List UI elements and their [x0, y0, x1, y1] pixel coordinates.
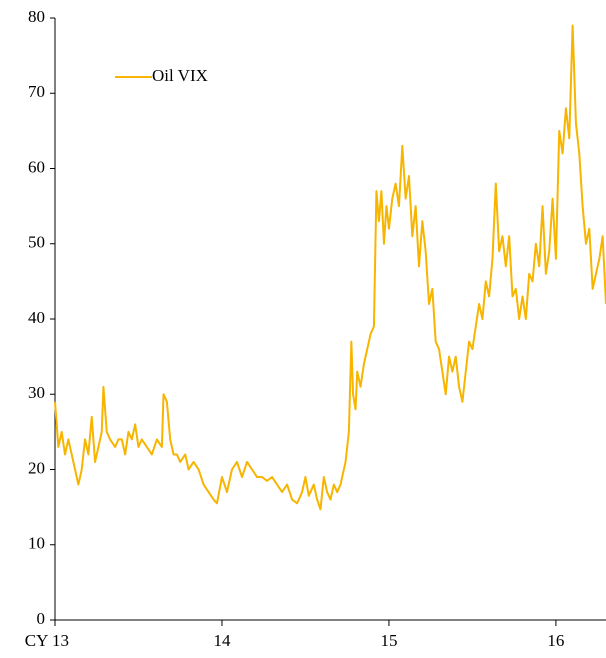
data-line: [54, 24, 606, 511]
x-tick-label: 14: [213, 631, 231, 650]
y-tick-label: 20: [28, 458, 45, 477]
y-tick-label: 50: [28, 233, 45, 252]
y-tick-label: 70: [28, 82, 45, 101]
y-tick-label: 40: [28, 308, 45, 327]
x-tick-label: 15: [380, 631, 397, 650]
x-tick-label: CY 13: [25, 631, 69, 650]
y-tick-label: 30: [28, 383, 45, 402]
legend-label: Oil VIX: [152, 66, 208, 85]
y-tick-label: 80: [28, 7, 45, 26]
y-tick-label: 10: [28, 534, 45, 553]
y-tick-label: 0: [37, 609, 46, 628]
x-tick-label: 16: [547, 631, 564, 650]
y-tick-label: 60: [28, 157, 45, 176]
